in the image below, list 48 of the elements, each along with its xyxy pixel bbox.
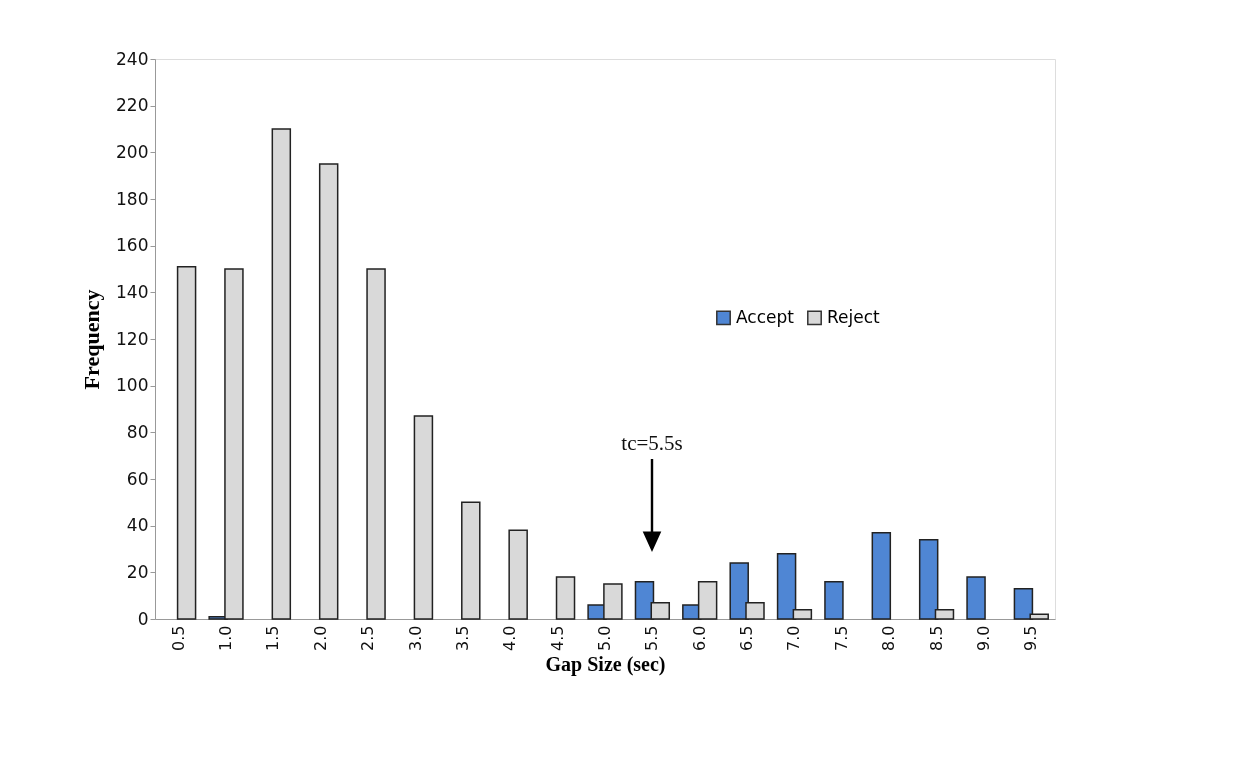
y-tick-label: 0: [137, 608, 149, 629]
x-tick-label: 4.0: [500, 625, 520, 651]
y-tick-label: 200: [116, 141, 149, 162]
bar: [176, 265, 197, 620]
y-tick-label: 20: [126, 561, 149, 582]
x-tick-label: 4.5: [547, 625, 567, 651]
x-tick-label: 1.5: [263, 625, 283, 651]
bar: [871, 531, 892, 620]
y-tick-label: 100: [116, 375, 149, 396]
x-axis-title: Gap Size (sec): [545, 652, 666, 676]
x-tick-label: 1.0: [216, 625, 236, 651]
x-tick-label: 2.0: [310, 625, 330, 651]
bar: [318, 163, 339, 620]
bar: [413, 415, 434, 620]
y-tick-label: 220: [116, 95, 149, 116]
bar: [271, 128, 292, 620]
x-tick-label: 9.5: [1021, 625, 1041, 651]
x-tick-label: 9.0: [973, 625, 993, 651]
y-tick-label: 120: [116, 328, 149, 349]
x-tick-label: 2.5: [358, 625, 378, 651]
legend-label: Accept: [736, 306, 795, 327]
y-tick-label: 160: [116, 235, 149, 256]
x-tick-label: 6.5: [737, 625, 757, 651]
y-tick-label: 60: [126, 468, 149, 489]
bar: [508, 529, 528, 620]
y-tick-label: 240: [116, 48, 149, 69]
bar: [366, 268, 386, 620]
x-tick-label: 0.5: [168, 625, 188, 651]
x-tick-label: 3.5: [452, 625, 472, 651]
legend-label: Reject: [827, 306, 881, 327]
y-axis-title: Frequency: [79, 289, 105, 390]
x-tick-label: 8.5: [926, 625, 946, 651]
x-tick-label: 6.0: [689, 625, 709, 651]
y-tick-label: 180: [116, 188, 149, 209]
x-tick-label: 3.0: [405, 625, 425, 651]
x-tick-label: 5.0: [595, 625, 614, 651]
bar: [555, 576, 576, 620]
y-tick-label: 80: [126, 421, 149, 442]
x-tick-label: 7.5: [831, 625, 851, 651]
bar: [966, 576, 986, 620]
bar: [461, 501, 481, 620]
y-tick-label: 140: [116, 281, 149, 302]
x-tick-label: 8.0: [879, 625, 899, 651]
annotation: tc=5.5s: [621, 431, 683, 455]
bar: [824, 580, 844, 620]
x-tick-label: 7.0: [784, 625, 804, 651]
y-tick-label: 40: [126, 515, 149, 536]
x-tick-label: 5.5: [642, 625, 662, 651]
